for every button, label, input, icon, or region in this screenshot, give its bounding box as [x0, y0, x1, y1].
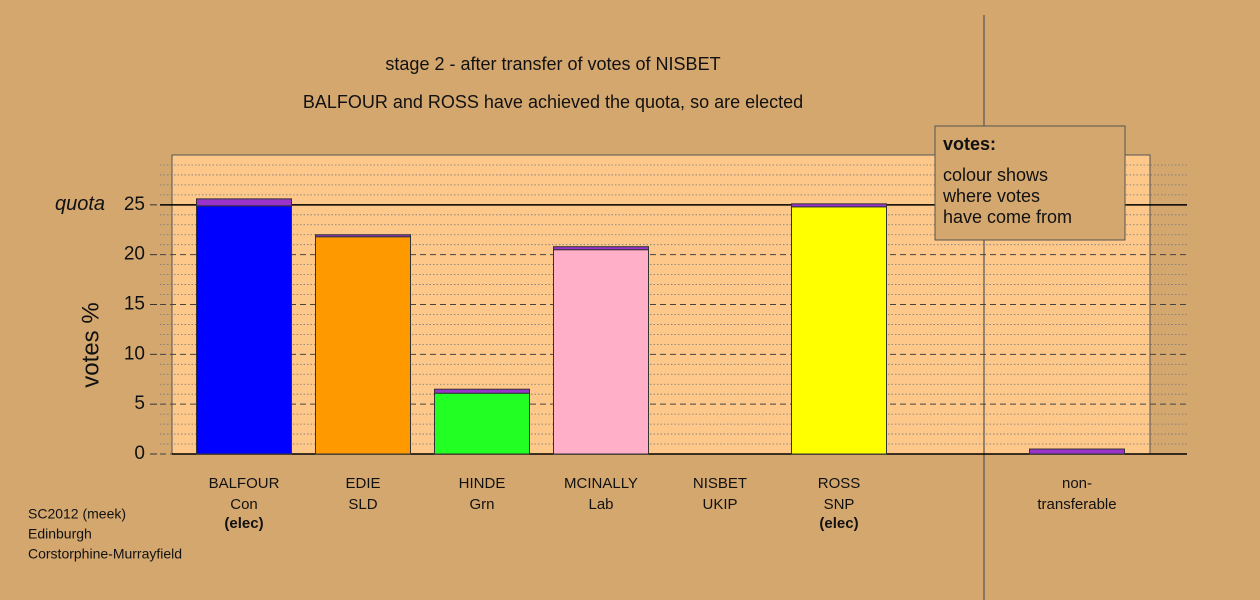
- party-label: Lab: [588, 496, 613, 513]
- bar-segment: [315, 234, 411, 238]
- party-label: SNP: [824, 496, 855, 513]
- bar-segment: [1029, 448, 1125, 455]
- x-tick-label: ROSS: [818, 475, 861, 492]
- status-label: (elec): [224, 515, 263, 532]
- y-tick-label: 25: [124, 194, 145, 215]
- party-label: SLD: [348, 496, 377, 513]
- legend-line: where votes: [942, 186, 1040, 206]
- y-tick-label: 5: [134, 393, 145, 414]
- party-label: Con: [230, 496, 258, 513]
- x-tick-label: NISBET: [693, 475, 747, 492]
- chart-title: stage 2 - after transfer of votes of NIS…: [385, 54, 720, 74]
- bar-segment: [553, 246, 649, 251]
- legend-title: votes:: [943, 134, 996, 154]
- bar-segment: [791, 203, 887, 208]
- footnote: SC2012 (meek): [28, 506, 126, 522]
- x-tick-label: non-: [1062, 475, 1092, 492]
- footnote: Corstorphine-Murrayfield: [28, 546, 182, 562]
- bar-segment: [434, 388, 530, 394]
- x-tick-label: BALFOUR: [209, 475, 280, 492]
- x-tick-label: MCINALLY: [564, 475, 638, 492]
- bar-segment: [434, 392, 530, 455]
- chart-subtitle: BALFOUR and ROSS have achieved the quota…: [303, 92, 803, 112]
- y-tick-label: 10: [124, 343, 145, 364]
- y-tick-label: 20: [124, 244, 145, 265]
- bar-segment: [196, 198, 292, 207]
- status-label: (elec): [819, 515, 858, 532]
- x-tick-label: EDIE: [345, 475, 380, 492]
- footnote: Edinburgh: [28, 526, 92, 542]
- party-label: transferable: [1037, 496, 1116, 513]
- legend-line: have come from: [943, 207, 1072, 227]
- party-label: UKIP: [702, 496, 737, 513]
- y-tick-label: 0: [134, 443, 145, 464]
- y-tick-label: 15: [124, 294, 145, 315]
- bars: [196, 198, 1125, 455]
- legend-line: colour shows: [943, 165, 1048, 185]
- bar-segment: [791, 206, 887, 455]
- bar-segment: [315, 236, 411, 455]
- labels: 0 5 10 15 20 25 quota BALFOUR Con (elec) EDIE SLD HI…: [55, 193, 1117, 532]
- bar-segment: [196, 205, 292, 455]
- bar-segment: [553, 249, 649, 455]
- x-tick-label: HINDE: [459, 475, 506, 492]
- legend-box: [934, 125, 1126, 241]
- y-axis-label: votes %: [77, 302, 104, 387]
- quota-label: quota: [55, 193, 105, 215]
- party-label: Grn: [469, 496, 494, 513]
